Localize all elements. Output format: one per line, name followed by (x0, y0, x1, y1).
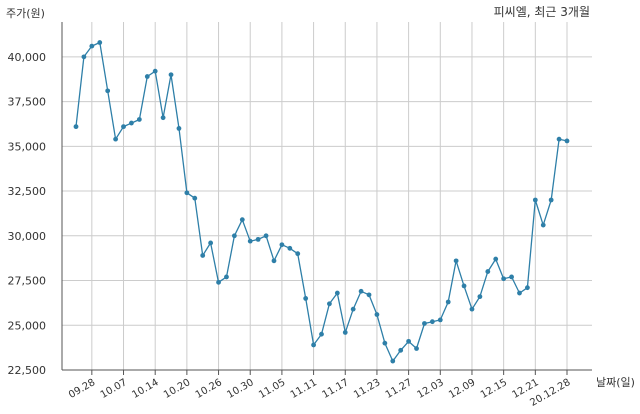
data-point (176, 126, 182, 131)
data-point (200, 253, 206, 258)
x-tick-label: 10.30 (225, 377, 255, 401)
data-point (382, 340, 388, 346)
data-point (366, 292, 372, 298)
data-point (129, 120, 134, 126)
data-point (469, 306, 475, 312)
x-tick-label: 11.23 (352, 377, 382, 401)
data-point (390, 358, 396, 364)
data-point (89, 43, 95, 49)
y-tick-label: 35,000 (8, 140, 47, 153)
data-point (532, 197, 538, 203)
data-point (564, 138, 570, 144)
data-point (168, 72, 174, 78)
x-tick-label: 10.14 (130, 377, 160, 401)
data-point (350, 306, 356, 312)
data-point (461, 283, 467, 289)
x-tick-label: 11.27 (384, 377, 414, 401)
price-series (73, 40, 570, 364)
data-point (509, 274, 514, 280)
data-point (477, 294, 483, 300)
data-point (540, 222, 546, 228)
data-point (224, 274, 229, 280)
x-tick-label: 12.15 (479, 377, 509, 401)
data-point (501, 276, 507, 282)
data-point (184, 190, 190, 196)
data-point (192, 195, 198, 201)
data-point (525, 285, 530, 291)
y-tick-label: 27,500 (8, 275, 47, 288)
data-point (255, 236, 261, 242)
data-point (208, 240, 214, 246)
data-point (295, 251, 301, 257)
data-point (342, 330, 348, 335)
data-point (113, 136, 118, 142)
data-point (97, 40, 103, 45)
x-tick-label: 09.28 (67, 377, 97, 401)
data-point (105, 88, 111, 94)
x-tick-label: 10.26 (194, 377, 224, 401)
data-point (287, 245, 293, 251)
x-tick-label: 11.17 (320, 377, 350, 401)
data-point (374, 312, 380, 317)
y-axis-title: 주가(원) (6, 7, 45, 20)
data-point (271, 258, 277, 264)
data-point (422, 321, 427, 326)
x-tick-label: 10.07 (99, 377, 129, 401)
x-axis-title: 날짜(일) (596, 375, 635, 389)
data-point (517, 290, 522, 296)
data-point (548, 197, 554, 203)
chart-title: 피씨엘, 최근 3개월 (494, 5, 590, 19)
data-point (493, 256, 499, 262)
data-point (121, 124, 126, 130)
y-tick-labels: 22,500 25,000 27,500 30,000 32,500 35,000 37,5… (8, 51, 47, 377)
x-tick-label: 11.05 (257, 377, 287, 401)
x-tick-label: 12.03 (415, 377, 445, 401)
data-point (437, 317, 443, 323)
data-point (231, 233, 237, 239)
x-tick-label: 11.11 (289, 377, 319, 401)
data-point (160, 115, 166, 121)
data-point (239, 217, 245, 223)
y-tick-label: 25,000 (8, 319, 47, 332)
data-point (453, 258, 459, 264)
data-point (247, 238, 253, 244)
x-tick-label: 12.09 (447, 377, 477, 401)
data-point (303, 296, 309, 301)
x-tick-label: 10.20 (162, 377, 192, 401)
data-point (216, 279, 221, 285)
data-point (327, 301, 332, 307)
grid-lines (62, 22, 592, 371)
data-point (73, 124, 79, 130)
data-point (445, 299, 451, 305)
y-tick-label: 32,500 (8, 185, 47, 198)
data-point (311, 342, 316, 348)
axes (61, 22, 592, 375)
y-tick-label: 30,000 (8, 230, 47, 243)
data-point (406, 338, 412, 344)
data-point (485, 269, 491, 274)
series-line (75, 41, 568, 362)
data-point (358, 288, 364, 294)
data-point (144, 74, 150, 79)
data-point (414, 346, 419, 351)
y-tick-label: 37,500 (8, 96, 47, 109)
data-point (263, 233, 269, 239)
y-tick-label: 40,000 (8, 51, 47, 64)
data-point (556, 136, 562, 142)
data-point (279, 242, 285, 248)
data-point (81, 54, 87, 60)
data-point (398, 347, 404, 353)
y-tick-label: 22,500 (8, 364, 47, 377)
data-point (152, 68, 158, 74)
data-point (319, 331, 324, 337)
data-point (334, 290, 340, 296)
data-point (429, 319, 435, 325)
data-point (136, 117, 142, 122)
x-tick-labels: 09.28 10.07 10.14 10.20 10.26 10.30 11.05 11.11… (67, 377, 572, 409)
